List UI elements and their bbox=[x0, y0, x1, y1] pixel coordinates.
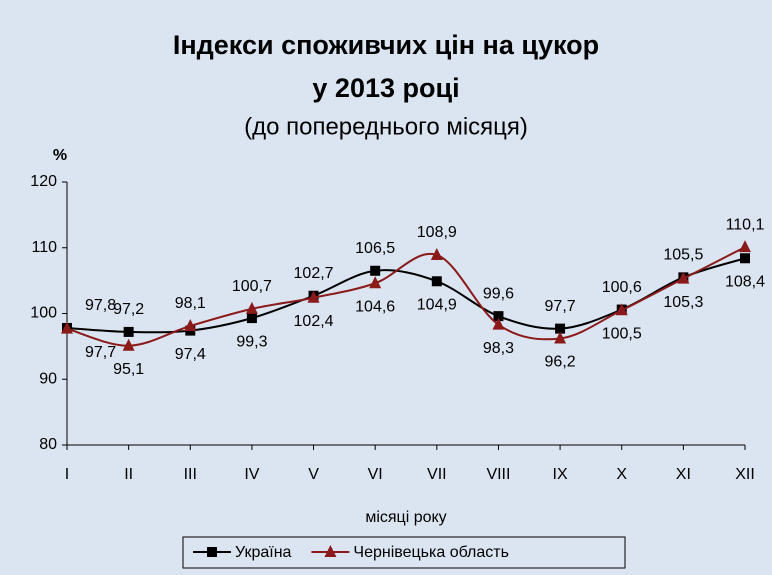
marker bbox=[61, 321, 73, 334]
data-label: 97,7 bbox=[85, 344, 116, 361]
x-tick-label: VI bbox=[368, 466, 383, 483]
marker bbox=[554, 331, 567, 344]
marker bbox=[493, 311, 504, 322]
x-tick-label: XII bbox=[735, 466, 755, 483]
series-line bbox=[66, 246, 746, 347]
marker bbox=[431, 276, 442, 287]
data-label: 105,5 bbox=[663, 247, 703, 264]
legend-box bbox=[182, 536, 626, 569]
data-label: 100,5 bbox=[602, 325, 642, 342]
marker bbox=[555, 323, 566, 334]
data-label: 98,3 bbox=[483, 340, 514, 357]
data-label: 98,1 bbox=[175, 295, 206, 312]
legend-label: Чернівецька область bbox=[353, 544, 509, 561]
data-label: 99,3 bbox=[236, 333, 267, 350]
y-tick-label: 110 bbox=[31, 239, 57, 256]
data-label: 104,9 bbox=[417, 297, 457, 314]
y-tick-label: 90 bbox=[39, 370, 57, 387]
y-tick-label: 80 bbox=[39, 436, 57, 453]
series-line bbox=[66, 257, 746, 334]
data-label: 97,8 bbox=[85, 297, 116, 314]
y-tick-label: 100 bbox=[30, 305, 57, 322]
marker bbox=[324, 545, 337, 557]
x-tick-label: XI bbox=[676, 466, 691, 483]
data-label: 95,1 bbox=[113, 361, 144, 378]
data-label: 100,7 bbox=[232, 278, 272, 295]
y-tick-label: 120 bbox=[30, 173, 57, 190]
data-label: 99,6 bbox=[483, 285, 514, 302]
marker bbox=[492, 317, 505, 330]
marker bbox=[123, 326, 134, 337]
legend-label: Україна bbox=[235, 544, 292, 561]
marker bbox=[370, 265, 381, 276]
x-tick-label: VII bbox=[427, 466, 447, 483]
marker bbox=[430, 247, 443, 260]
marker bbox=[677, 271, 690, 284]
marker bbox=[122, 338, 135, 351]
x-tick-label: VIII bbox=[486, 466, 510, 483]
data-label: 97,4 bbox=[175, 346, 206, 363]
marker bbox=[740, 253, 750, 264]
data-label: 102,7 bbox=[294, 265, 334, 282]
data-label: 96,2 bbox=[545, 354, 576, 371]
chart-title: Індекси споживчих цін на цукор bbox=[173, 30, 599, 60]
marker bbox=[184, 318, 197, 331]
data-label: 110,1 bbox=[726, 216, 765, 233]
marker bbox=[207, 547, 217, 557]
x-tick-label: IV bbox=[244, 466, 259, 483]
data-label: 102,4 bbox=[294, 313, 334, 330]
data-label: 108,9 bbox=[417, 224, 457, 241]
marker bbox=[615, 303, 628, 316]
data-label: 108,4 bbox=[725, 273, 765, 290]
x-axis-label: місяці року bbox=[365, 509, 446, 526]
chart-subtitle: (до попереднього місяця) bbox=[244, 113, 528, 140]
data-label: 97,7 bbox=[545, 298, 576, 315]
data-label: 97,2 bbox=[113, 301, 144, 318]
y-axis-label: % bbox=[53, 147, 67, 164]
x-tick-label: I bbox=[65, 466, 69, 483]
x-tick-label: II bbox=[124, 466, 133, 483]
data-label: 106,5 bbox=[355, 240, 395, 257]
x-tick-label: IX bbox=[553, 466, 568, 483]
data-label: 104,6 bbox=[355, 298, 395, 315]
marker bbox=[739, 240, 751, 253]
x-tick-label: X bbox=[616, 466, 627, 483]
marker bbox=[246, 313, 257, 324]
data-label: 100,6 bbox=[602, 279, 642, 296]
chart-title: у 2013 році bbox=[312, 73, 459, 103]
data-label: 105,3 bbox=[663, 294, 703, 311]
x-tick-label: V bbox=[308, 466, 319, 483]
marker bbox=[245, 301, 258, 314]
marker bbox=[307, 290, 320, 303]
x-tick-label: III bbox=[184, 466, 197, 483]
marker bbox=[369, 276, 382, 289]
